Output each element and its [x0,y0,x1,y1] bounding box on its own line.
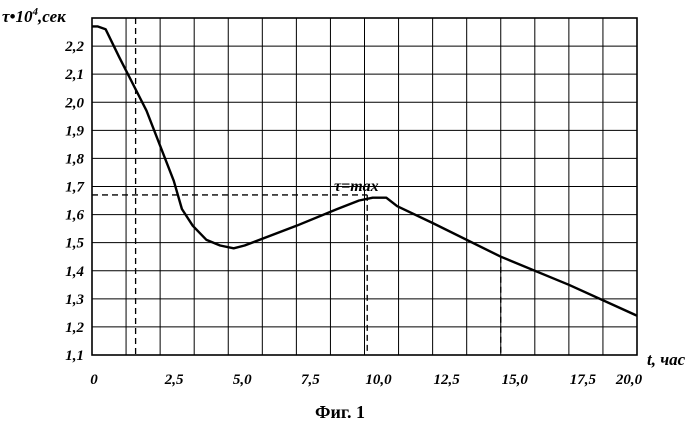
y-tick-label: 1,5 [65,236,84,252]
x-tick-label: 15,0 [502,372,529,388]
y-tick-label: 1,2 [65,320,84,336]
x-tick-label: 17,5 [570,372,597,388]
y-tick-label: 2,0 [64,95,84,111]
x-tick-label: 2,5 [164,372,184,388]
y-tick-label: 1,7 [65,180,84,196]
max-annotation: τ=max [334,178,379,195]
y-tick-label: 1,4 [65,264,84,280]
y-tick-label: 1,6 [65,208,84,224]
x-tick-label: 10,0 [365,372,392,388]
figure-caption: Фиг. 1 [315,402,365,422]
y-tick-label: 2,1 [64,67,84,83]
x-tick-label: 7,5 [301,372,320,388]
x-tick-label: 5,0 [233,372,252,388]
tick-labels: 1,1 1,2 1,3 1,4 1,5 1,6 1,7 1,8 1,9 2,0 2,1 2,2 0 2,5… [64,39,642,388]
y-tick-label: 1,1 [65,348,84,364]
x-tick-label: 20,0 [615,372,643,388]
x-axis-label: t, час [647,350,686,369]
y-tick-label: 2,2 [64,39,84,55]
x-tick-label: 0 [90,372,98,388]
y-axis-label: τ•104,сек [2,6,66,26]
y-tick-label: 1,8 [65,151,84,167]
y-tick-label: 1,9 [65,123,84,139]
x-tick-label: 12,5 [434,372,461,388]
y-tick-label: 1,3 [65,292,84,308]
